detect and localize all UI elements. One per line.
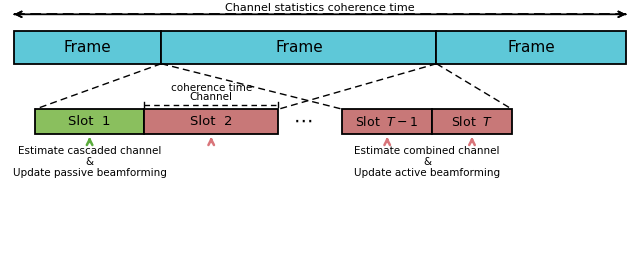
Text: Slot  $T$: Slot $T$ [451, 115, 493, 128]
Text: Frame: Frame [64, 40, 111, 55]
Text: Update passive beamforming: Update passive beamforming [13, 168, 166, 178]
Text: &: & [86, 157, 93, 167]
Text: Estimate cascaded channel: Estimate cascaded channel [18, 146, 161, 156]
Text: ⋯: ⋯ [294, 112, 314, 131]
Text: Frame: Frame [508, 40, 555, 55]
Text: Channel: Channel [189, 92, 233, 102]
Bar [144, 109, 278, 134]
Bar [35, 109, 144, 134]
Text: Frame: Frame [275, 40, 323, 55]
Text: Update active beamforming: Update active beamforming [354, 168, 500, 178]
Bar [436, 31, 626, 64]
Bar [342, 109, 432, 134]
Text: coherence time: coherence time [171, 83, 252, 93]
Bar [161, 31, 436, 64]
Bar [14, 31, 161, 64]
Text: Slot  2: Slot 2 [190, 115, 232, 128]
Text: Slot  $T-1$: Slot $T-1$ [355, 115, 419, 128]
Text: &: & [423, 157, 431, 167]
Text: Channel statistics coherence time: Channel statistics coherence time [225, 3, 415, 13]
Text: Estimate combined channel: Estimate combined channel [355, 146, 500, 156]
Text: Slot  1: Slot 1 [68, 115, 111, 128]
Bar [432, 109, 512, 134]
